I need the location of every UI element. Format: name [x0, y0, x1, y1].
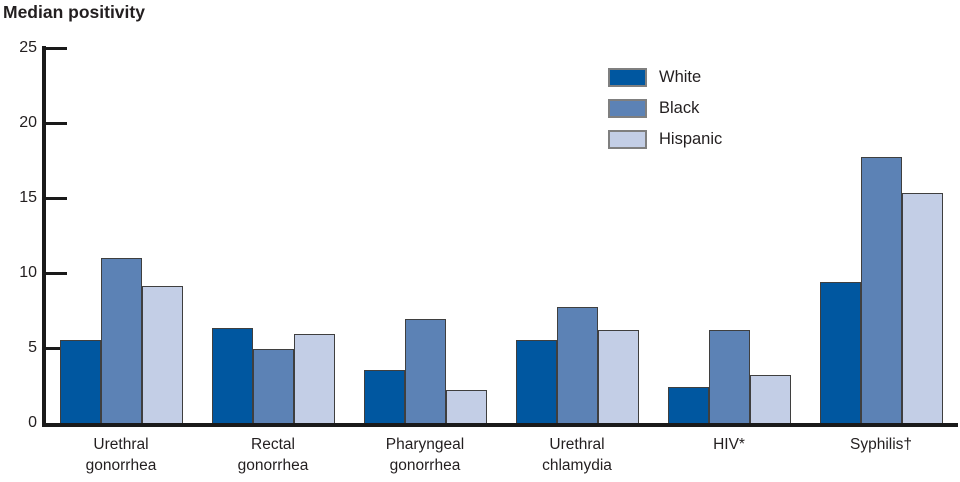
bar-black — [708, 330, 750, 423]
y-tick — [42, 121, 67, 125]
legend-label: White — [659, 68, 702, 86]
bar-hispanic — [597, 330, 639, 423]
legend-label: Black — [659, 99, 700, 117]
legend-swatch-black — [608, 99, 647, 118]
bar-group — [349, 48, 501, 423]
bar-hispanic — [749, 375, 791, 423]
bar-group — [805, 48, 957, 423]
x-axis-category-label: Pharyngeal gonorrhea — [385, 436, 465, 474]
bar-black — [860, 157, 902, 423]
x-axis-category-label: HIV* — [713, 436, 745, 453]
legend: White Black Hispanic — [608, 68, 722, 161]
bar-white — [211, 328, 253, 423]
bar-white — [363, 370, 405, 423]
bar-hispanic — [141, 286, 183, 423]
chart-title: Median positivity — [3, 2, 145, 22]
y-tick-label: 25 — [19, 39, 37, 56]
bar-black — [404, 319, 446, 423]
legend-swatch-hispanic — [608, 130, 647, 149]
y-tick-label: 0 — [28, 414, 37, 431]
legend-label: Hispanic — [659, 130, 723, 148]
y-tick — [42, 346, 67, 350]
x-axis-category-label: Rectal gonorrhea — [237, 436, 309, 474]
y-tick — [42, 271, 67, 275]
x-axis-category-label: Syphilis† — [849, 436, 913, 453]
y-tick-label: 5 — [28, 339, 37, 356]
bar-white — [667, 387, 709, 423]
bar-white — [819, 282, 861, 423]
bar-black — [556, 307, 598, 423]
y-tick-label: 10 — [19, 264, 37, 281]
bar-group — [197, 48, 349, 423]
bar-hispanic — [445, 390, 487, 423]
y-tick — [42, 196, 67, 200]
y-tick — [42, 46, 67, 50]
y-tick-label: 20 — [19, 114, 37, 131]
legend-item-white: White — [608, 68, 722, 87]
bar-white — [59, 340, 101, 423]
legend-item-hispanic: Hispanic — [608, 130, 722, 149]
bar-black — [252, 349, 294, 423]
bar-group — [501, 48, 653, 423]
x-axis-category-label: Urethral gonorrhea — [85, 436, 157, 474]
bar-white — [515, 340, 557, 423]
legend-item-black: Black — [608, 99, 722, 118]
y-axis-line — [42, 46, 46, 427]
bar-group — [653, 48, 805, 423]
x-axis-category-label: Urethral chlamydia — [542, 436, 612, 474]
bar-black — [100, 258, 142, 423]
y-tick-label: 15 — [19, 189, 37, 206]
legend-swatch-white — [608, 68, 647, 87]
x-axis-line — [42, 423, 958, 427]
bar-hispanic — [901, 193, 943, 423]
bar-hispanic — [293, 334, 335, 423]
bar-group — [45, 48, 197, 423]
